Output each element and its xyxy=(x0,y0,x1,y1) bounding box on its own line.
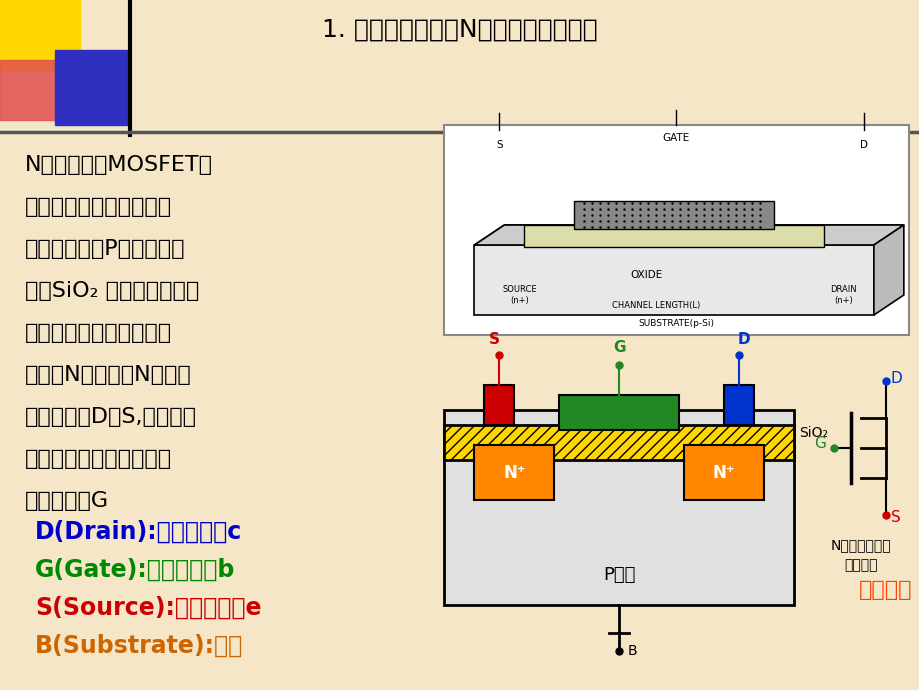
Text: SOURCE
(n+): SOURCE (n+) xyxy=(502,285,536,305)
Text: G: G xyxy=(813,435,825,451)
Bar xyxy=(474,445,553,500)
Text: D: D xyxy=(737,332,750,347)
Text: G: G xyxy=(612,340,625,355)
Text: D: D xyxy=(890,371,902,386)
Bar xyxy=(444,425,793,460)
Text: D: D xyxy=(859,140,867,150)
Bar xyxy=(484,385,514,425)
Text: B(Substrate):衬底: B(Substrate):衬底 xyxy=(35,634,243,658)
Text: N⁺: N⁺ xyxy=(503,464,525,482)
Text: 结构动画: 结构动画 xyxy=(858,580,912,600)
Text: G(Gate):栅极，相当b: G(Gate):栅极，相当b xyxy=(35,558,235,582)
Text: 后用光刻工艺扩散两个高: 后用光刻工艺扩散两个高 xyxy=(25,323,172,343)
Bar xyxy=(559,395,678,430)
Text: N⁺: N⁺ xyxy=(712,464,734,482)
Bar xyxy=(0,60,65,120)
Text: 块浓度较低的P型硅上生成: 块浓度较低的P型硅上生成 xyxy=(25,239,186,259)
Text: S: S xyxy=(495,140,502,150)
Bar xyxy=(524,225,823,247)
Bar xyxy=(55,50,130,125)
Text: B: B xyxy=(627,644,636,658)
Polygon shape xyxy=(474,225,902,245)
Text: SiO₂: SiO₂ xyxy=(798,426,827,440)
Text: D(Drain):漏极，相当c: D(Drain):漏极，相当c xyxy=(35,520,242,544)
Text: N沟道增强型MOSFET拓: N沟道增强型MOSFET拓 xyxy=(25,155,212,175)
Text: 个电极作为G: 个电极作为G xyxy=(25,491,109,511)
Text: OXIDE: OXIDE xyxy=(630,270,662,280)
Text: 1. 结构和符号（以N沟道增强型为例）: 1. 结构和符号（以N沟道增强型为例） xyxy=(322,18,596,42)
Text: S: S xyxy=(890,511,900,526)
Text: 上镀一层金属铝并引出一: 上镀一层金属铝并引出一 xyxy=(25,449,172,469)
Text: SUBSTRATE(p-Si): SUBSTRATE(p-Si) xyxy=(638,319,713,328)
Bar xyxy=(723,385,754,425)
Text: N沟道箭头向里: N沟道箭头向里 xyxy=(830,538,891,552)
Text: DRAIN
(n+): DRAIN (n+) xyxy=(830,285,857,305)
Text: 掺杂的N型区，从N型区引: 掺杂的N型区，从N型区引 xyxy=(25,365,191,385)
Text: CHANNEL LENGTH(L): CHANNEL LENGTH(L) xyxy=(611,301,699,310)
Bar xyxy=(684,445,763,500)
Text: 扑结构左右对称，是在一: 扑结构左右对称，是在一 xyxy=(25,197,172,217)
Text: 出电极作为D和S,在绝缘层: 出电极作为D和S,在绝缘层 xyxy=(25,407,197,427)
Text: 一层SiO₂ 薄膜绝缘层，然: 一层SiO₂ 薄膜绝缘层，然 xyxy=(25,281,199,301)
Bar xyxy=(444,125,908,335)
Bar xyxy=(0,0,80,70)
Bar xyxy=(444,410,793,605)
Text: S(Source):源极，相当e: S(Source):源极，相当e xyxy=(35,596,261,620)
Text: 衬底断开: 衬底断开 xyxy=(844,558,877,572)
Bar xyxy=(474,245,873,315)
Bar xyxy=(573,201,773,229)
Text: P衬底: P衬底 xyxy=(602,566,635,584)
Text: GATE: GATE xyxy=(662,133,689,143)
Polygon shape xyxy=(873,225,902,315)
Text: S: S xyxy=(488,332,499,347)
